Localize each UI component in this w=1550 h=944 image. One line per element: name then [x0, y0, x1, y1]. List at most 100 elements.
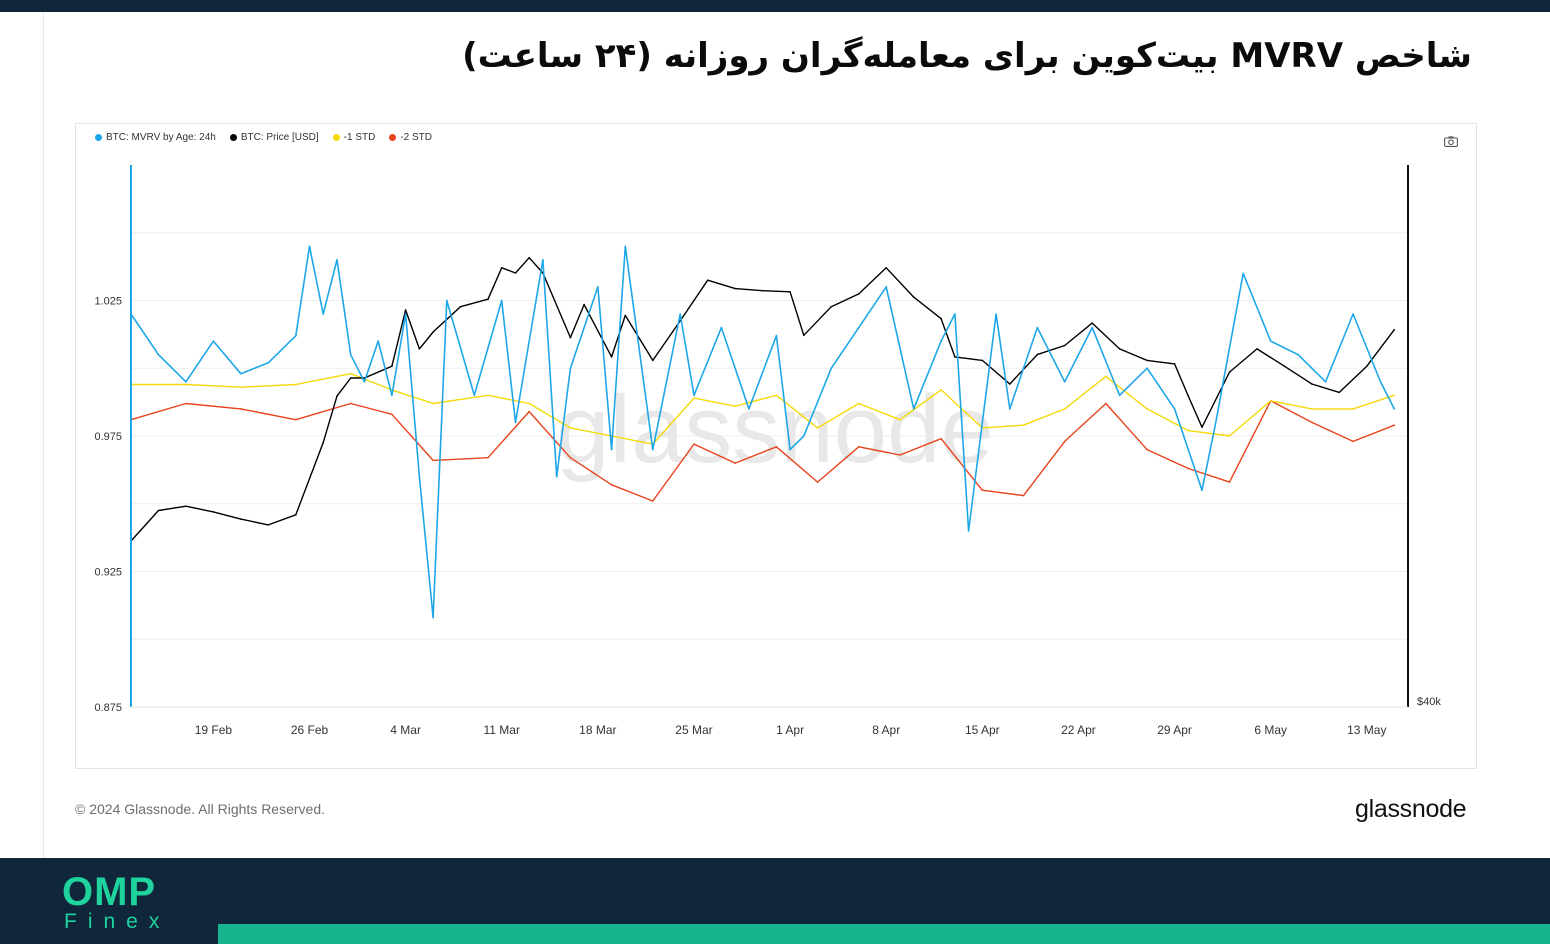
x-tick-label: 19 Feb — [195, 723, 233, 737]
data-point — [1393, 424, 1396, 427]
legend-item-price[interactable]: BTC: Price [USD] — [229, 132, 319, 143]
data-point — [569, 336, 572, 339]
data-point — [597, 286, 599, 288]
x-tick-label: 25 Mar — [675, 723, 712, 737]
data-point — [940, 340, 942, 342]
legend-label: -2 STD — [400, 132, 433, 143]
data-point — [624, 314, 627, 317]
copyright-notice: © 2024 Glassnode. All Rights Reserved. — [75, 801, 326, 817]
x-tick-label: 6 May — [1254, 723, 1287, 737]
data-point — [1338, 391, 1341, 394]
data-point — [1311, 383, 1313, 385]
legend-dot — [332, 134, 340, 141]
data-point — [1118, 394, 1121, 397]
data-point — [487, 456, 489, 459]
data-point — [1036, 326, 1039, 329]
legend-item-std1[interactable]: -1 STD — [332, 132, 376, 143]
watermark: glassnode — [556, 376, 994, 483]
data-point — [1118, 348, 1121, 350]
data-point — [610, 448, 613, 451]
data-point — [569, 456, 572, 459]
data-point — [940, 317, 942, 320]
data-point — [1187, 395, 1190, 397]
data-point — [349, 377, 352, 379]
data-point — [322, 313, 325, 315]
data-point — [432, 459, 434, 462]
data-point — [1187, 448, 1190, 451]
data-point — [1228, 481, 1231, 483]
page-divider — [43, 12, 44, 858]
data-point — [583, 303, 585, 306]
data-point — [569, 427, 572, 429]
data-point — [775, 334, 778, 337]
camera-icon[interactable] — [1444, 136, 1458, 147]
data-point — [789, 448, 791, 451]
data-point — [954, 356, 956, 358]
data-point — [1187, 467, 1190, 470]
data-point — [1146, 408, 1148, 410]
data-point — [404, 309, 407, 311]
data-point — [322, 441, 325, 444]
data-point — [1379, 381, 1382, 383]
data-point — [185, 383, 187, 386]
grid-lines — [131, 232, 1408, 640]
data-point — [377, 340, 380, 342]
data-point — [240, 408, 242, 410]
data-point — [816, 481, 819, 483]
data-point — [734, 462, 736, 464]
x-tick-label: 1 Apr — [776, 723, 804, 737]
data-point — [624, 245, 627, 248]
data-point — [1063, 440, 1066, 443]
legend-label: BTC: MVRV by Age: 24h — [106, 132, 216, 143]
data-point — [693, 443, 695, 445]
data-point — [432, 331, 434, 333]
data-point — [500, 267, 503, 269]
data-point — [528, 410, 530, 413]
data-point — [1063, 344, 1066, 347]
data-point — [899, 454, 901, 456]
x-tick-label: 15 Apr — [965, 723, 1000, 737]
footer-accent-stripe — [218, 924, 1550, 944]
x-tick-label: 13 May — [1347, 723, 1386, 737]
data-point — [528, 256, 530, 259]
data-point — [940, 437, 942, 440]
data-point — [212, 340, 215, 342]
data-point — [1022, 494, 1025, 497]
data-point — [569, 367, 572, 370]
data-point — [1311, 408, 1313, 410]
data-point — [1091, 326, 1093, 329]
data-point — [1256, 348, 1258, 350]
data-point — [240, 518, 242, 520]
data-point — [157, 509, 160, 512]
data-point — [349, 372, 352, 375]
data-point — [899, 418, 901, 421]
data-point — [954, 313, 956, 315]
data-point — [830, 367, 833, 370]
data-point — [391, 365, 393, 368]
data-point — [1393, 394, 1396, 397]
data-point — [1063, 408, 1066, 410]
data-point — [185, 505, 187, 508]
legend-item-std2[interactable]: -2 STD — [389, 132, 432, 143]
data-point — [1146, 367, 1148, 370]
legend-label: -1 STD — [343, 132, 376, 143]
data-point — [1105, 375, 1107, 378]
data-point — [308, 245, 311, 248]
data-point — [1366, 365, 1368, 368]
data-point — [1187, 429, 1190, 432]
data-point — [1393, 408, 1396, 410]
data-point — [967, 530, 970, 532]
data-point — [1324, 381, 1327, 383]
legend: BTC: MVRV by Age: 24h BTC: Price [USD] -… — [95, 132, 432, 143]
x-tick-label: 4 Mar — [390, 723, 421, 737]
y-tick-label: 0.975 — [94, 431, 122, 443]
data-point — [858, 402, 860, 405]
legend-item-mvrv[interactable]: BTC: MVRV by Age: 24h — [95, 132, 216, 143]
data-point — [761, 289, 764, 292]
data-point — [1269, 340, 1272, 342]
data-point — [1009, 408, 1011, 410]
y-tick-label: 1.025 — [94, 296, 122, 308]
data-point — [1063, 381, 1066, 383]
x-tick-label: 22 Apr — [1061, 723, 1096, 737]
x-tick-label: 29 Apr — [1157, 723, 1192, 737]
